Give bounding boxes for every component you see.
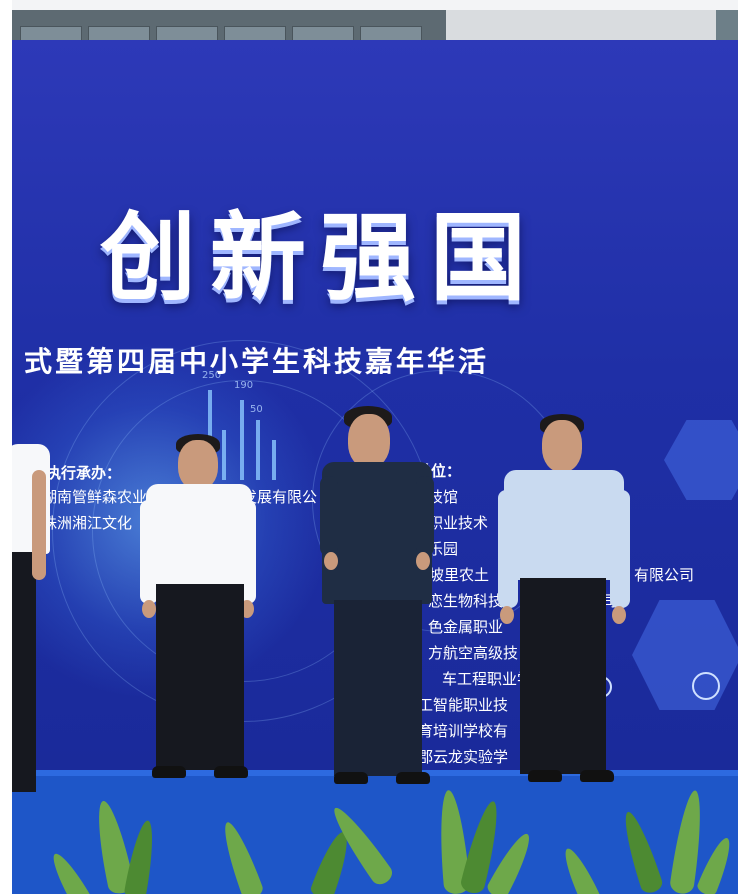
person-shirt <box>504 470 624 580</box>
decor-bar <box>256 420 260 480</box>
decor-bar <box>222 430 226 480</box>
building-wall <box>446 10 716 44</box>
person-shoe <box>580 770 614 782</box>
person-face <box>348 414 390 468</box>
person-trousers <box>520 578 606 774</box>
person-hand <box>324 552 338 570</box>
person-trousers <box>156 584 244 770</box>
person-shoe <box>214 766 248 778</box>
person-shoe <box>334 772 368 784</box>
decor-hexagon <box>664 420 738 500</box>
decor-bar <box>240 400 244 480</box>
banner-headline: 创新强国 <box>100 180 540 319</box>
image-border-left <box>0 0 12 894</box>
organizer-label: 执行承办： <box>46 462 121 483</box>
person-face <box>178 440 218 490</box>
organizer-line: 湖南管鲜森农业 <box>42 486 147 507</box>
building-corner <box>716 10 738 40</box>
chart-tick-label: 190 <box>234 380 253 391</box>
person-sleeve <box>610 490 630 608</box>
person-sleeve <box>498 490 518 608</box>
support-line: 恋生物科技 <box>428 590 503 611</box>
person-sleeve <box>320 476 338 556</box>
person-trousers <box>334 600 422 776</box>
person-hand <box>416 552 430 570</box>
support-fragment: 有限公司 <box>634 564 694 585</box>
support-line: 方航空高级技 <box>428 642 518 663</box>
decor-bar <box>272 440 276 480</box>
banner-subline: 式暨第四届中小学生科技嘉年华活 <box>24 340 489 380</box>
support-line: 车工程职业学 <box>442 668 532 689</box>
decor-hexagon <box>632 600 738 710</box>
person-hand <box>612 606 626 624</box>
person-face <box>542 420 582 472</box>
person-shoe <box>152 766 186 778</box>
fingerprint-icon <box>692 672 720 700</box>
person-shoe <box>528 770 562 782</box>
person-trousers <box>10 552 36 792</box>
person-arm <box>32 470 46 580</box>
support-line: 职业技术 <box>428 512 488 533</box>
organizer-line: 株洲湘江文化 <box>42 512 132 533</box>
support-line: 色金属职业 <box>428 616 503 637</box>
person-hand <box>142 600 156 618</box>
support-line: 郡云龙实验学 <box>418 746 508 767</box>
person-sleeve <box>416 476 434 556</box>
support-line: 工智能职业技 <box>418 694 508 715</box>
person-shirt <box>146 484 252 588</box>
support-line: 育培训学校有 <box>418 720 508 741</box>
person-hand <box>500 606 514 624</box>
person-shoe <box>396 772 430 784</box>
chart-tick-label: 50 <box>250 404 263 415</box>
